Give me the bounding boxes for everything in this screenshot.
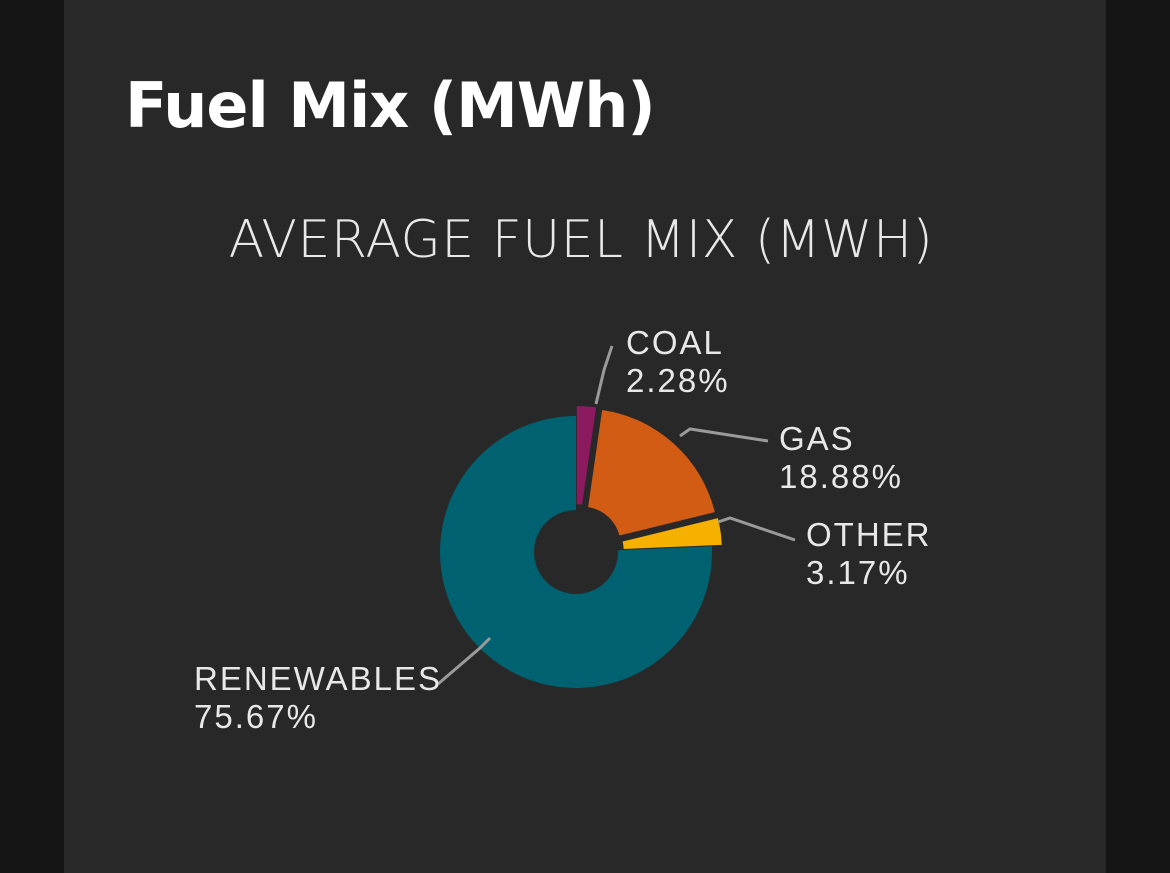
slice-label-name-gas: GAS [779,420,855,457]
slice-label-name-renewables: RENEWABLES [194,660,442,697]
leader-line-coal [594,345,614,405]
leader-line-other [717,516,796,542]
slice-label-percent-coal: 2.28% [626,362,730,399]
pie-slice-renewables [440,416,712,688]
pie-slice-coal [576,406,597,505]
page-title: Fuel Mix (MWh) [125,69,656,142]
slice-label-percent-renewables: 75.67% [194,698,318,735]
pie-slice-other [622,518,722,549]
slice-label-percent-gas: 18.88% [779,458,903,495]
leader-line-renewables [437,636,492,686]
slice-label-name-other: OTHER [806,516,932,553]
leader-line-gas [679,427,769,443]
slice-label-name-coal: COAL [626,324,724,361]
pie-slice-gas [588,409,715,536]
slice-label-percent-other: 3.17% [806,554,910,591]
pie-slices [440,406,722,688]
chart-title: AVERAGE FUEL MIX (MWH) [229,210,934,270]
